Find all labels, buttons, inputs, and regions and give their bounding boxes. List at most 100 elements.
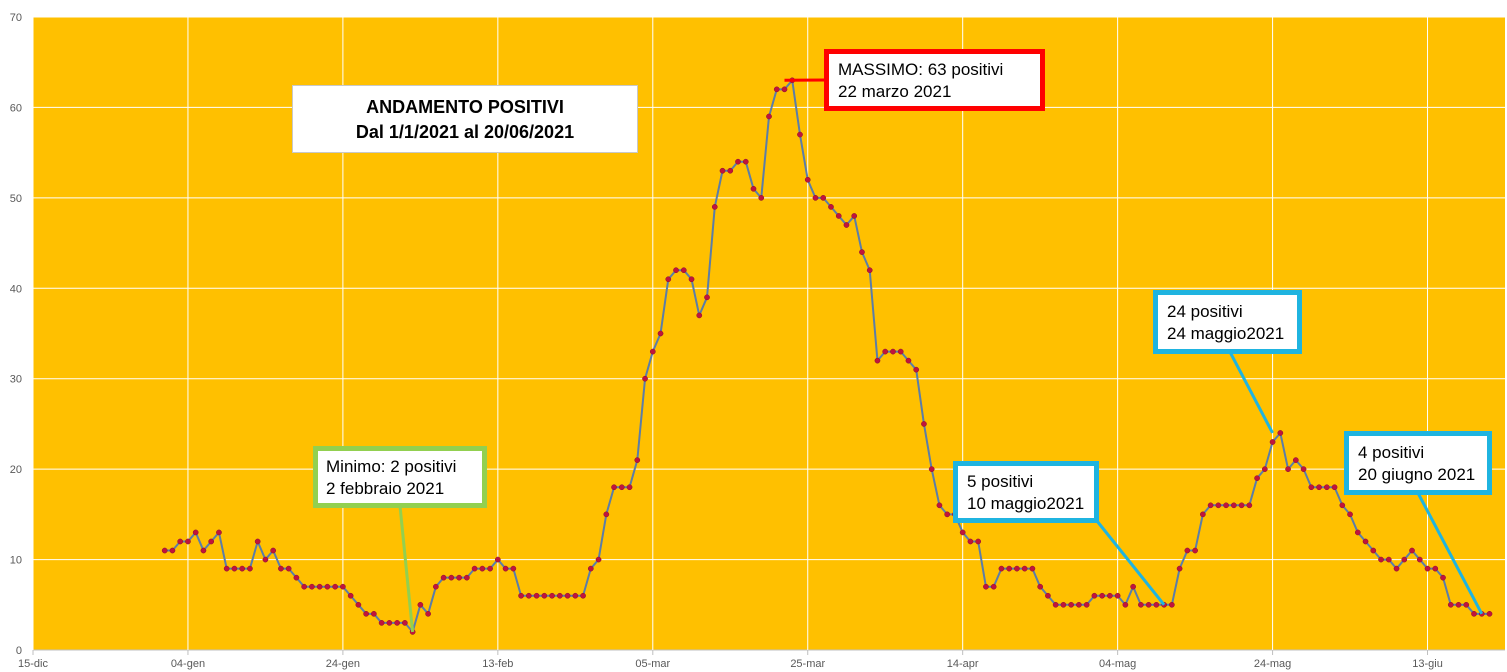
data-point [1277, 430, 1284, 436]
data-point [735, 158, 741, 165]
data-point [1486, 610, 1493, 617]
data-point [874, 357, 881, 364]
data-point [835, 213, 842, 219]
data-point [928, 466, 935, 472]
data-point [673, 267, 679, 274]
data-point [510, 565, 517, 572]
data-point [1370, 547, 1377, 554]
data-point [332, 583, 338, 590]
data-point [1362, 538, 1369, 545]
data-point [1261, 466, 1268, 472]
data-point [394, 620, 400, 626]
data-point [340, 583, 346, 590]
data-point [1424, 565, 1431, 572]
data-point [285, 565, 292, 572]
y-tick-label: 30 [10, 374, 22, 386]
data-point [1440, 574, 1446, 581]
data-point [812, 195, 819, 201]
min-callout: Minimo: 2 positivi 2 febbraio 2021 [313, 446, 487, 508]
data-point [533, 592, 540, 599]
min-leader-line [398, 505, 415, 633]
data-point [1354, 529, 1361, 536]
data-point [1145, 601, 1152, 608]
y-tick-label: 60 [10, 102, 22, 114]
chart-title-line-2: Dal 1/1/2021 al 20/06/2021 [355, 122, 575, 142]
data-point [944, 511, 951, 518]
data-point [618, 484, 625, 491]
data-point [657, 330, 664, 337]
data-point [208, 538, 215, 545]
data-point [479, 565, 486, 572]
data-point [1006, 565, 1013, 572]
jun20-leader-line [1416, 492, 1484, 615]
y-tick-label: 0 [16, 645, 22, 657]
data-point [642, 375, 648, 382]
data-point [440, 574, 447, 581]
series-line [164, 79, 1490, 633]
y-tick-label: 50 [10, 193, 22, 205]
data-point [1416, 556, 1423, 563]
data-point [603, 511, 610, 518]
data-point [1192, 547, 1198, 554]
data-point [425, 610, 431, 617]
data-point [1114, 592, 1121, 599]
data-point [1308, 484, 1315, 491]
data-point [1184, 547, 1191, 554]
data-point [494, 556, 501, 563]
max-callout-line-2: 22 marzo 2021 [838, 82, 952, 101]
data-point [541, 592, 548, 599]
data-point [983, 583, 989, 590]
data-point [1432, 565, 1439, 572]
data-point [1099, 592, 1105, 599]
x-tick-label: 24-gen [326, 658, 360, 670]
data-point [1130, 583, 1136, 590]
x-tick-label: 15-dic [18, 658, 48, 670]
data-point [626, 484, 633, 491]
data-point [897, 348, 904, 355]
data-point [882, 348, 889, 355]
data-point [1107, 592, 1113, 599]
chart-title-line-1: ANDAMENTO POSITIVI [366, 97, 564, 117]
may10-callout: 5 positivi 10 maggio2021 [953, 461, 1099, 523]
data-point [456, 574, 462, 581]
data-point [293, 574, 300, 581]
data-point [859, 249, 865, 255]
x-tick-label: 13-giu [1412, 658, 1443, 670]
data-point [742, 158, 749, 165]
data-point [1339, 502, 1346, 509]
data-point [1169, 601, 1175, 608]
data-point [247, 565, 253, 572]
data-point [1021, 565, 1028, 572]
data-point [564, 592, 571, 599]
data-point [704, 294, 710, 301]
data-point [595, 556, 602, 563]
y-tick-label: 20 [10, 464, 22, 476]
x-tick-label: 14-apr [947, 658, 979, 670]
data-point [177, 538, 184, 545]
data-point [161, 547, 168, 554]
max-callout-line-1: MASSIMO: 63 positivi [838, 60, 1004, 79]
data-point [719, 167, 726, 174]
data-point [1378, 556, 1384, 563]
data-point [185, 538, 191, 545]
data-point [1230, 502, 1237, 509]
data-point [1200, 511, 1206, 518]
data-point [1014, 565, 1020, 572]
data-point [727, 167, 734, 174]
data-point [278, 565, 284, 572]
data-point [665, 276, 672, 283]
data-point [556, 592, 563, 599]
data-point [851, 213, 858, 219]
data-point [1246, 502, 1253, 509]
jun20-callout: 4 positivi 20 giugno 2021 [1344, 431, 1492, 495]
data-point [750, 185, 757, 192]
data-point [549, 592, 555, 599]
data-point [1029, 565, 1036, 572]
data-point [1455, 601, 1462, 608]
data-point [1292, 457, 1299, 463]
data-point [1393, 565, 1400, 572]
data-point [1223, 502, 1229, 509]
jun20-callout-line-1: 4 positivi [1358, 443, 1425, 462]
data-point [1347, 511, 1353, 518]
data-point [1076, 601, 1082, 608]
